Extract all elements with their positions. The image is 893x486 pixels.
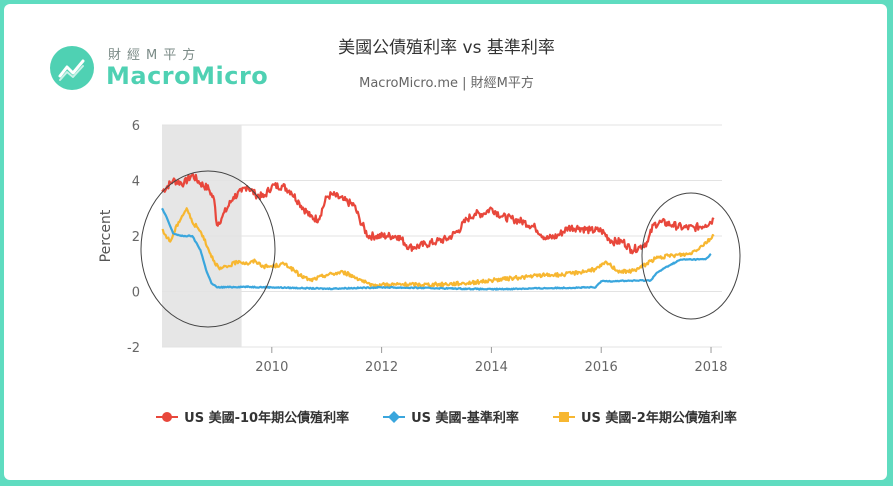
- y-tick-label: 0: [132, 286, 140, 301]
- x-tick-label: 2018: [694, 360, 727, 375]
- chart-panel: [4, 4, 887, 480]
- brand-name-en: MacroMicro: [106, 62, 269, 90]
- series-line-10y: [161, 173, 715, 255]
- legend-item-fed-rate[interactable]: US 美國-基準利率: [383, 407, 519, 426]
- series-line-fed-rate: [161, 207, 712, 291]
- chart-title: 美國公債殖利率 vs 基準利率: [338, 38, 555, 58]
- y-tick-label: 2: [132, 230, 140, 245]
- y-axis-label: Percent: [98, 209, 114, 262]
- brand-name-cn: 財經M平方: [108, 48, 202, 63]
- legend-label-fed-rate: US 美國-基準利率: [411, 411, 519, 426]
- legend-swatch-2y: [552, 411, 575, 422]
- brand-logo: 財經M平方 MacroMicro: [50, 44, 290, 94]
- x-tick-label: 2016: [585, 360, 618, 375]
- x-tick-label: 2014: [475, 360, 508, 375]
- x-tick-label: 2012: [365, 360, 398, 375]
- chart-subtitle: MacroMicro.me | 財經M平方: [359, 76, 534, 91]
- x-tick-label: 2010: [255, 360, 288, 375]
- legend-item-10y[interactable]: US 美國-10年期公債殖利率: [156, 407, 349, 426]
- annotation-circle-left: [140, 170, 276, 328]
- legend-swatch-10y: [156, 411, 179, 422]
- annotation-circle-right: [641, 192, 741, 320]
- y-tick-label: 6: [132, 119, 140, 134]
- y-tick-label: 4: [132, 175, 140, 190]
- trend-chart-icon: [50, 46, 94, 90]
- legend-label-10y: US 美國-10年期公債殖利率: [184, 411, 350, 426]
- legend-item-2y[interactable]: US 美國-2年期公債殖利率: [552, 407, 737, 426]
- legend-label-2y: US 美國-2年期公債殖利率: [580, 411, 737, 426]
- legend-swatch-fed-rate: [383, 412, 406, 422]
- y-tick-label: -2: [127, 341, 140, 356]
- series-line-2y: [161, 207, 715, 289]
- chart-legend: US 美國-10年期公債殖利率 US 美國-基準利率 US 美國-2年期公債殖利…: [0, 407, 893, 426]
